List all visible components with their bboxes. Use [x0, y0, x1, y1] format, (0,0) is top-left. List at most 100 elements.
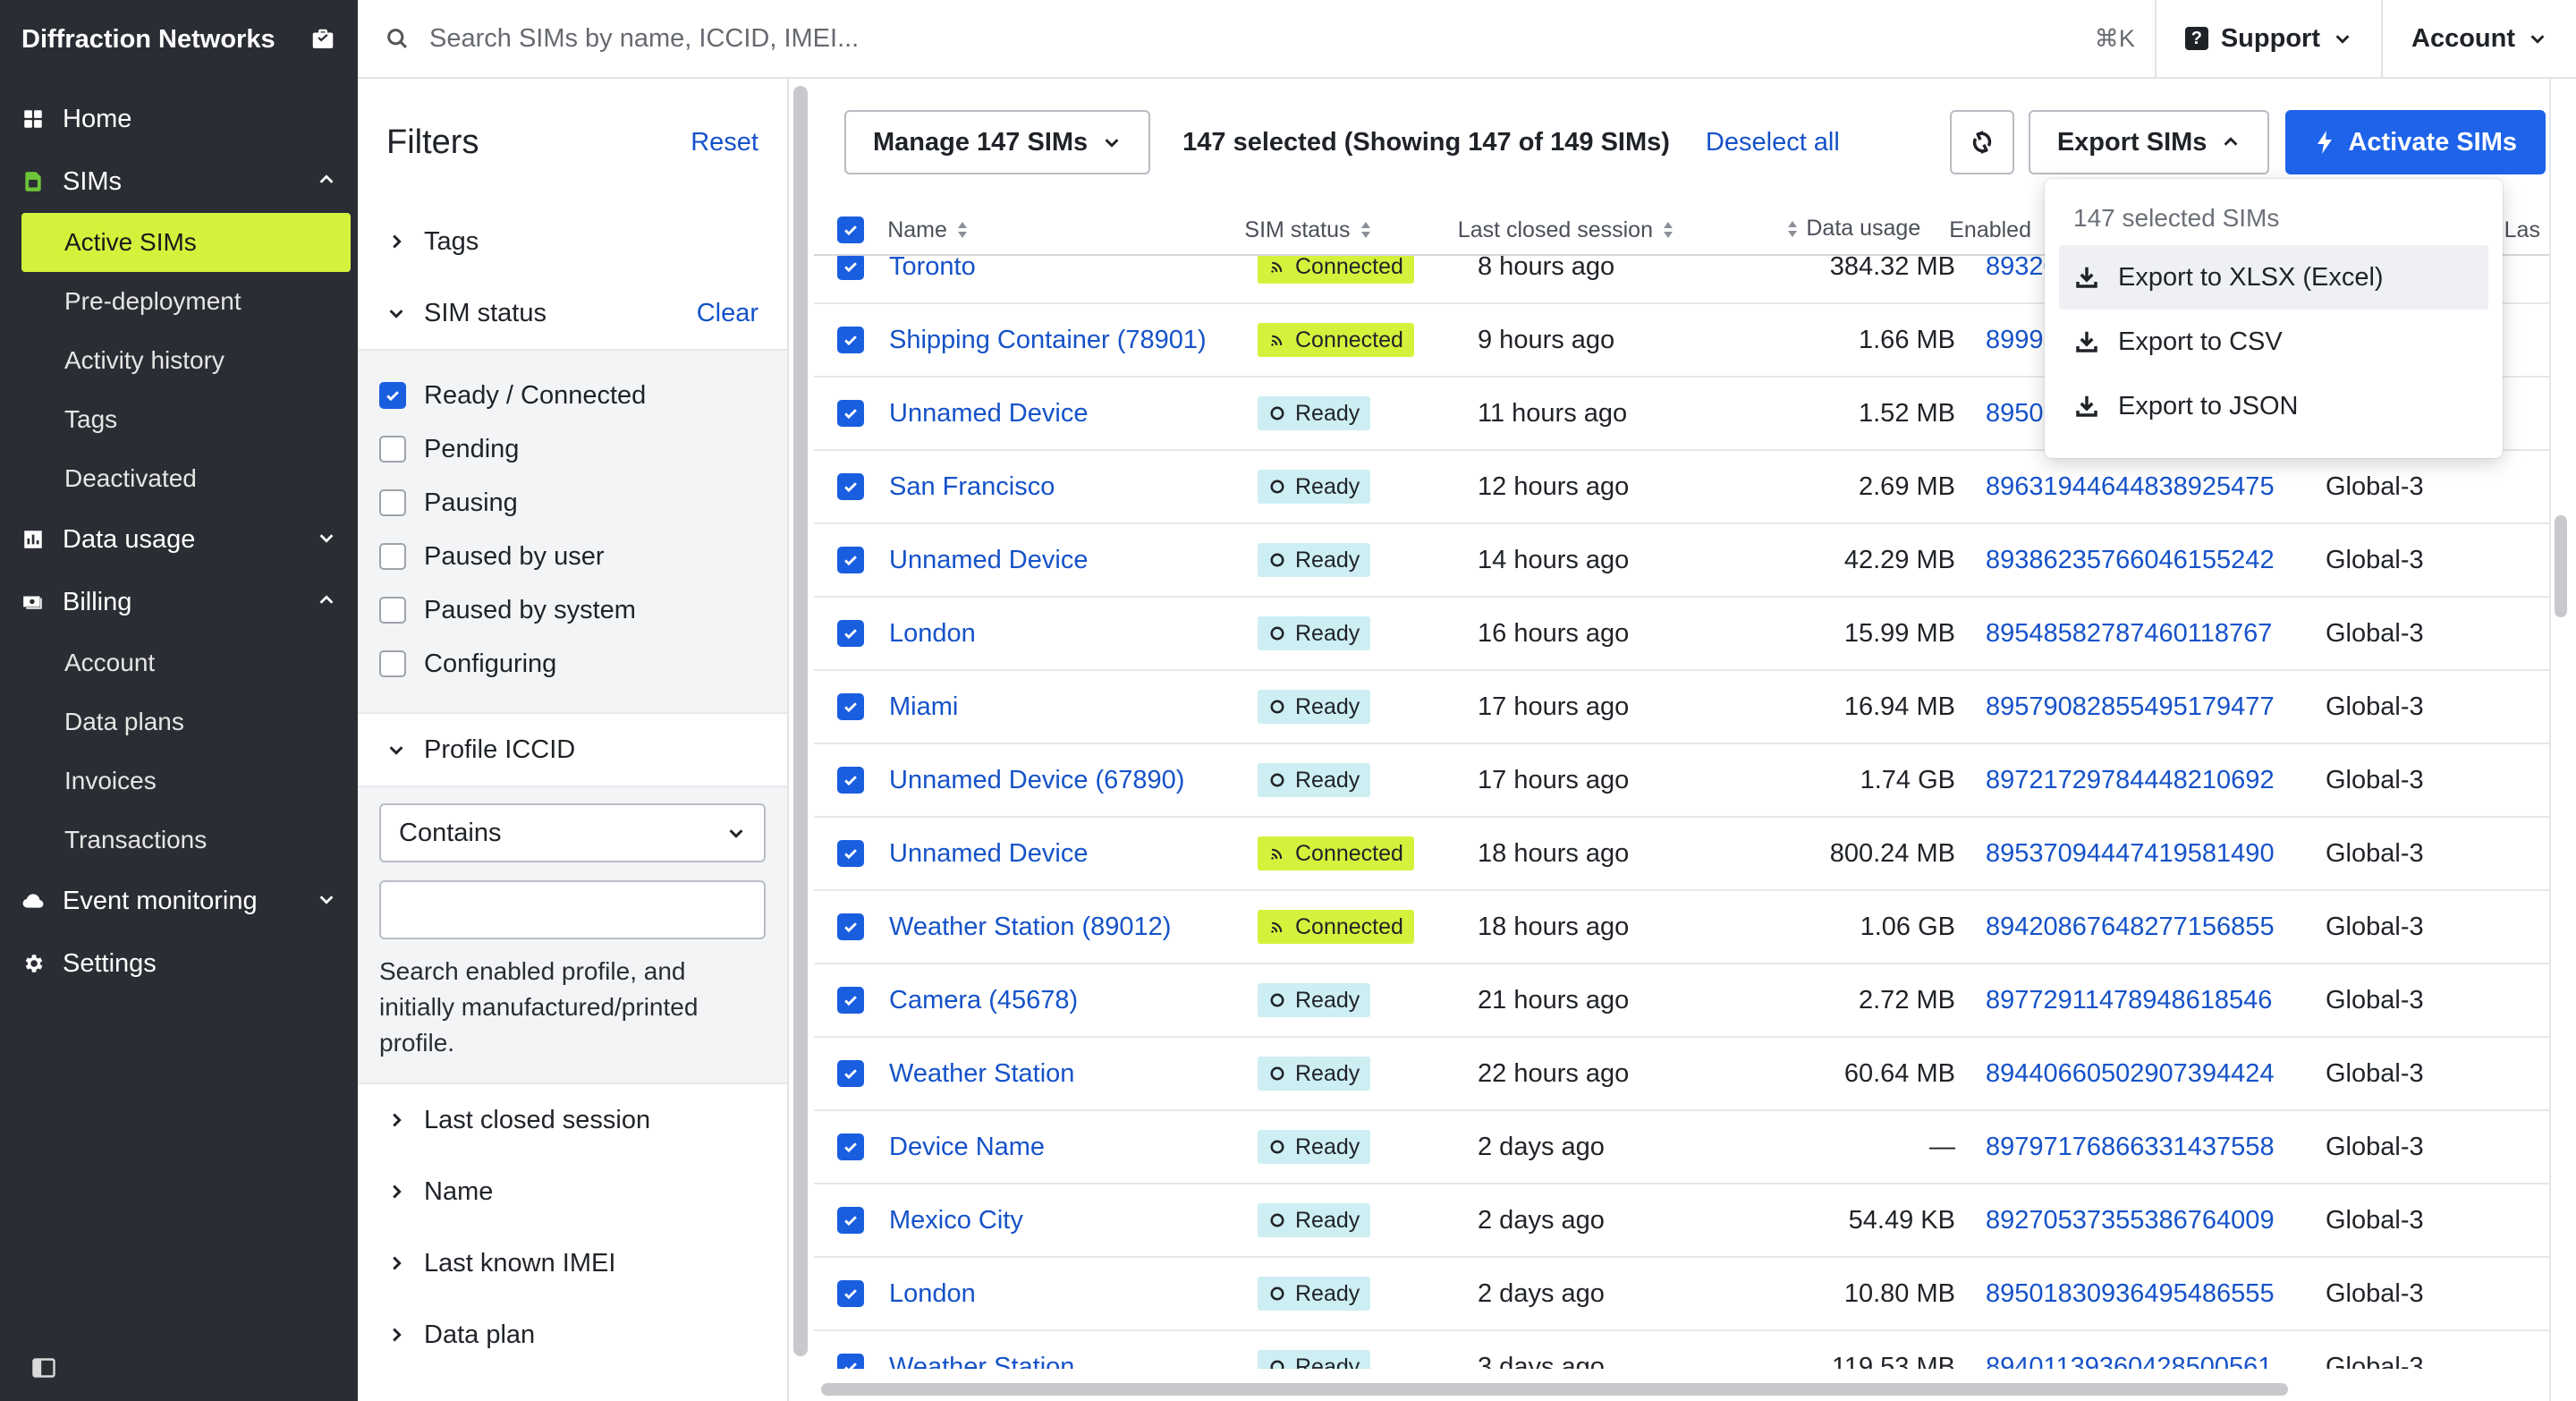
iccid-match-select[interactable]: Contains: [379, 803, 766, 862]
row-checkbox[interactable]: [837, 400, 864, 427]
row-checkbox[interactable]: [837, 253, 864, 280]
sim-name-link[interactable]: Mexico City: [889, 1205, 1023, 1235]
nav-home[interactable]: Home: [0, 88, 358, 150]
sim-name-link[interactable]: Unnamed Device: [889, 398, 1089, 428]
table-row[interactable]: Unnamed Device Ready 14 hours ago 42.29 MB 8…: [814, 524, 2549, 598]
table-row[interactable]: Camera (45678) Ready 21 hours ago 2.72 MB 89…: [814, 964, 2549, 1038]
sim-name-link[interactable]: Unnamed Device (67890): [889, 765, 1185, 794]
sim-name-link[interactable]: Camera (45678): [889, 985, 1079, 1015]
iccid-link[interactable]: 89721729784448210692: [1986, 765, 2275, 794]
sort-usage-header[interactable]: Data usage: [1786, 216, 1920, 242]
deselect-all-link[interactable]: Deselect all: [1705, 127, 1840, 157]
account-menu-button[interactable]: Account: [2381, 0, 2576, 77]
sim-name-link[interactable]: San Francisco: [889, 471, 1055, 501]
nav-tags[interactable]: Tags: [64, 405, 118, 433]
iccid-link[interactable]: 89579082855495179477: [1986, 692, 2275, 721]
nav-activity-history[interactable]: Activity history: [64, 346, 225, 374]
nav-billing[interactable]: Billing: [0, 571, 358, 633]
checkbox[interactable]: [379, 650, 406, 677]
table-row[interactable]: Weather Station (89012) Connected 18 hours…: [814, 891, 2549, 964]
row-checkbox[interactable]: [837, 767, 864, 794]
status-option-paused-by-system[interactable]: Paused by system: [379, 583, 766, 637]
search-input[interactable]: [429, 23, 2095, 54]
status-option-pending[interactable]: Pending: [379, 422, 766, 476]
nav-event-monitoring[interactable]: Event monitoring: [0, 870, 358, 932]
sim-name-link[interactable]: Weather Station: [889, 1352, 1075, 1370]
chevron-down-icon[interactable]: [317, 525, 336, 555]
checkbox[interactable]: [379, 489, 406, 516]
checkbox[interactable]: [379, 436, 406, 463]
sort-status-header[interactable]: SIM status: [1244, 217, 1371, 243]
status-option-configuring[interactable]: Configuring: [379, 637, 766, 691]
table-row[interactable]: Miami Ready 17 hours ago 16.94 MB 8957908285…: [814, 671, 2549, 744]
row-checkbox[interactable]: [837, 620, 864, 647]
checkbox[interactable]: [379, 543, 406, 570]
chevron-down-icon[interactable]: [317, 887, 336, 916]
export-sims-button[interactable]: Export SIMs: [2028, 110, 2270, 174]
status-option-pausing[interactable]: Pausing: [379, 476, 766, 530]
filter-name[interactable]: Name: [358, 1156, 787, 1227]
table-row[interactable]: Toronto Connected 8 hours ago 384.32 MB 8932…: [814, 231, 2549, 304]
table-row[interactable]: London Ready 2 days ago 10.80 MB 89501830936…: [814, 1258, 2549, 1331]
sim-name-link[interactable]: Toronto: [889, 251, 976, 281]
refresh-button[interactable]: [1949, 110, 2014, 174]
table-row[interactable]: Weather Station Ready 3 days ago 119.53 MB 8…: [814, 1331, 2549, 1369]
row-checkbox[interactable]: [837, 1134, 864, 1160]
table-row[interactable]: Unnamed Device (67890) Ready 17 hours ago 1…: [814, 744, 2549, 818]
row-checkbox[interactable]: [837, 547, 864, 573]
filter-data-plan[interactable]: Data plan: [358, 1299, 787, 1371]
iccid-link[interactable]: 89537094447419581490: [1986, 838, 2275, 868]
iccid-link[interactable]: 89501830936495486555: [1986, 1278, 2275, 1308]
sim-name-link[interactable]: Unnamed Device: [889, 545, 1089, 574]
iccid-link[interactable]: 89270537355386764009: [1986, 1205, 2275, 1235]
table-row[interactable]: San Francisco Ready 12 hours ago 2.69 MB 896…: [814, 451, 2549, 524]
nav-sims[interactable]: SIMs: [0, 150, 358, 213]
sim-name-link[interactable]: Shipping Container (78901): [889, 325, 1207, 354]
export-csv-item[interactable]: Export to CSV: [2059, 310, 2488, 374]
row-checkbox[interactable]: [837, 327, 864, 353]
row-checkbox[interactable]: [837, 693, 864, 720]
iccid-link[interactable]: 89797176866331437558: [1986, 1132, 2275, 1161]
nav-pre-deployment[interactable]: Pre-deployment: [64, 287, 242, 315]
manage-sims-button[interactable]: Manage 147 SIMs: [844, 110, 1151, 174]
filter-tags[interactable]: Tags: [358, 206, 787, 277]
iccid-input[interactable]: [379, 880, 766, 939]
table-row[interactable]: Mexico City Ready 2 days ago 54.49 KB 892705…: [814, 1184, 2549, 1258]
sidebar-collapse-icon[interactable]: [32, 1358, 55, 1378]
reset-filters-link[interactable]: Reset: [691, 127, 758, 157]
table-vertical-scrollbar[interactable]: [2555, 515, 2567, 617]
row-checkbox[interactable]: [837, 1060, 864, 1087]
table-row[interactable]: Weather Station Ready 22 hours ago 60.64 MB…: [814, 1038, 2549, 1111]
header-enabled-iccid[interactable]: Enabled: [1949, 217, 2031, 242]
table-row[interactable]: Shipping Container (78901) Connected 9 hou…: [814, 304, 2549, 378]
sim-name-link[interactable]: Miami: [889, 692, 959, 721]
sim-name-link[interactable]: London: [889, 1278, 976, 1308]
chevron-up-icon[interactable]: [317, 167, 336, 197]
iccid-link[interactable]: 89440660502907394424: [1986, 1058, 2275, 1088]
sort-session-header[interactable]: Last closed session: [1458, 217, 1674, 243]
table-horizontal-scrollbar[interactable]: [821, 1383, 2288, 1396]
row-checkbox[interactable]: [837, 473, 864, 500]
sim-name-link[interactable]: London: [889, 618, 976, 648]
iccid-link[interactable]: 89631944644838925475: [1986, 471, 2275, 501]
filter-sim-status[interactable]: SIM status Clear: [358, 277, 787, 349]
nav-settings[interactable]: Settings: [0, 932, 358, 995]
row-checkbox[interactable]: [837, 987, 864, 1014]
iccid-link[interactable]: 89548582787460118767: [1986, 618, 2273, 648]
filter-last-known-imei[interactable]: Last known IMEI: [358, 1227, 787, 1299]
nav-deactivated[interactable]: Deactivated: [64, 464, 197, 492]
sim-name-link[interactable]: Unnamed Device: [889, 838, 1089, 868]
iccid-link[interactable]: 89401139360428500561: [1986, 1352, 2273, 1370]
chevron-up-icon[interactable]: [317, 588, 336, 617]
export-json-item[interactable]: Export to JSON: [2059, 374, 2488, 438]
support-menu-button[interactable]: ? Support: [2154, 0, 2381, 77]
row-checkbox[interactable]: [837, 1354, 864, 1369]
sim-name-link[interactable]: Device Name: [889, 1132, 1046, 1161]
sort-name-header[interactable]: Name: [887, 217, 969, 243]
status-option-ready-connected[interactable]: Ready / Connected: [379, 369, 766, 422]
select-all-checkbox[interactable]: [837, 217, 864, 243]
row-checkbox[interactable]: [837, 840, 864, 867]
table-row[interactable]: Unnamed Device Connected 18 hours ago 800.2…: [814, 818, 2549, 891]
filter-profile-iccid[interactable]: Profile ICCID: [358, 714, 787, 785]
sim-name-link[interactable]: Weather Station: [889, 1058, 1075, 1088]
